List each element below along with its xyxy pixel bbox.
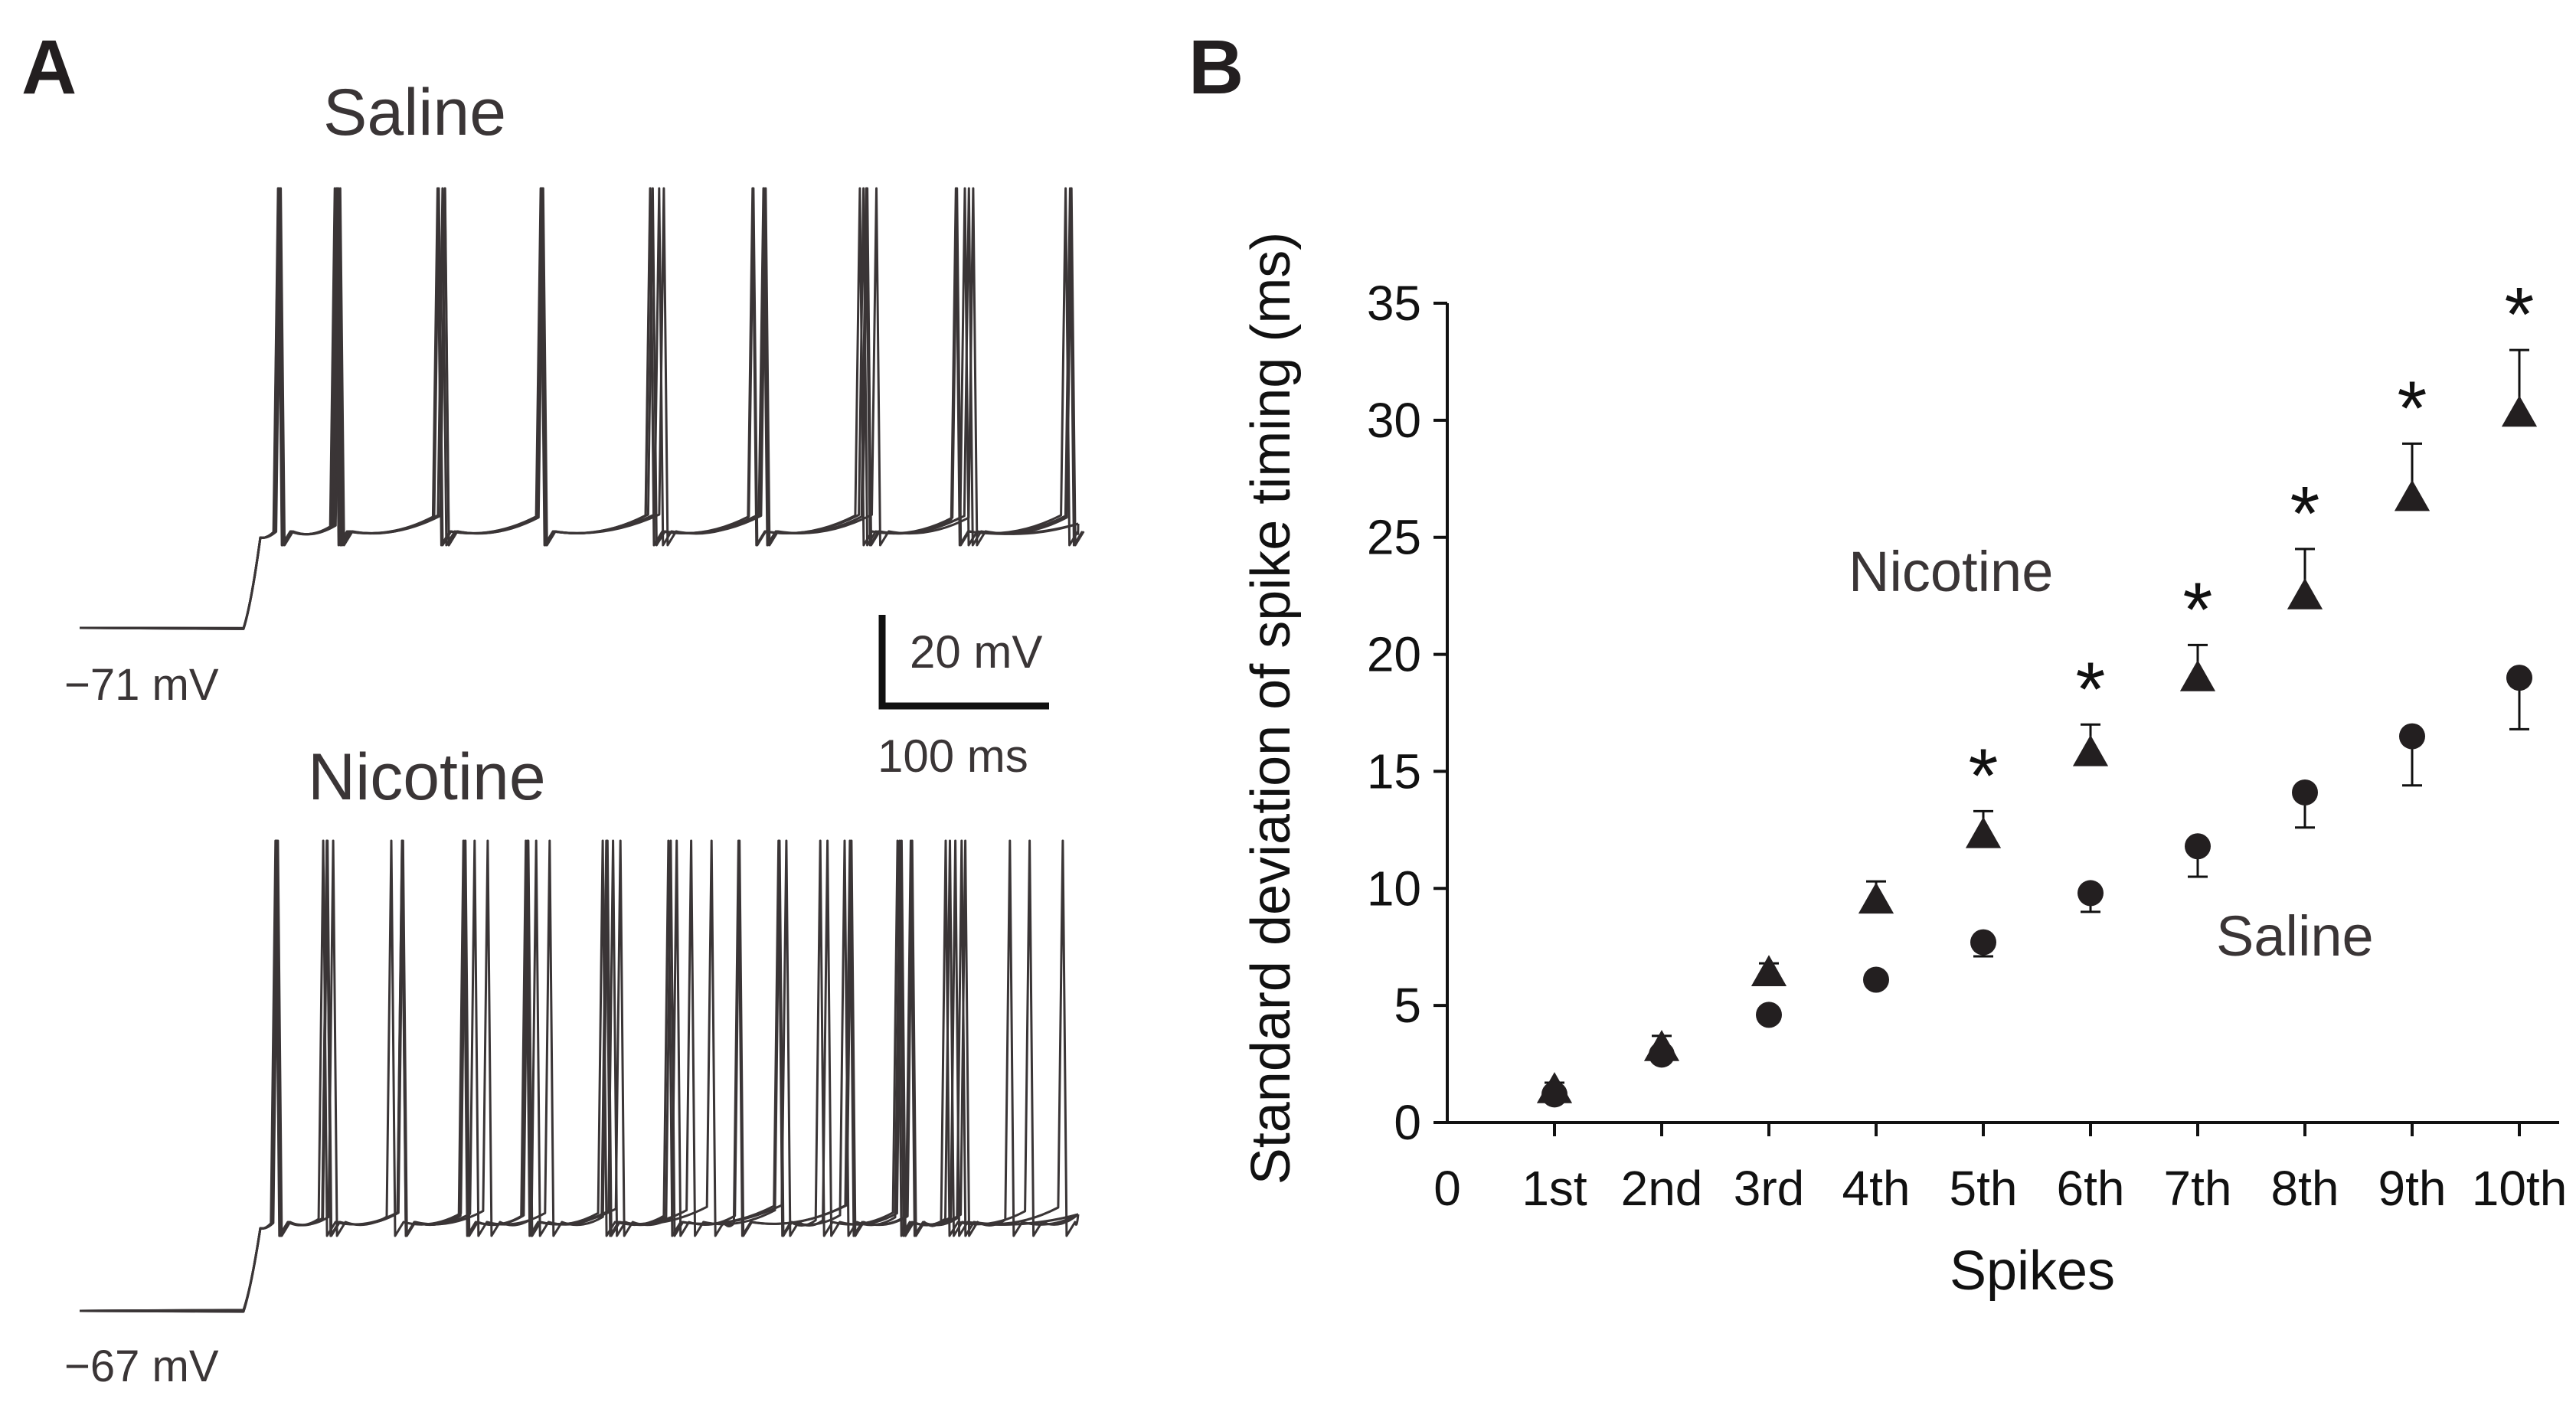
y-tick-label: 0	[1394, 1095, 1421, 1150]
saline-point	[1541, 1081, 1568, 1107]
nicotine-voltage-trace	[80, 841, 1078, 1311]
y-tick-label: 5	[1394, 978, 1421, 1033]
saline-voltage-trace	[80, 188, 1078, 629]
significance-stars: * * * * * *	[1969, 272, 2535, 819]
y-tick-label: 25	[1367, 510, 1421, 565]
figure: A Saline −71 mV 20 mV 100 ms Nicotine −6…	[0, 0, 2576, 1415]
y-axis-title: Standard deviation of spike timing (ms)	[1241, 232, 1302, 1185]
saline-point	[2506, 665, 2532, 691]
nicotine-point	[2180, 660, 2215, 691]
saline-point	[1863, 967, 1889, 993]
saline-voltage-trace	[80, 188, 1082, 628]
y-tick-label: 15	[1367, 743, 1421, 799]
saline-voltage-trace	[80, 188, 1078, 629]
x-axis-title: Spikes	[1950, 1240, 2115, 1302]
y-axis-ticks: 0 5 10 15 20 25 30 35	[1367, 276, 1447, 1150]
significance-star: *	[2076, 646, 2106, 732]
x-axis-origin-label: 0	[1433, 1161, 1461, 1216]
y-tick-label: 30	[1367, 393, 1421, 448]
saline-series	[1541, 665, 2532, 1107]
x-axis-ticks: 1st 2nd 3rd 4th 5th 6th 7th 8th 9th 10th	[1522, 1123, 2567, 1216]
nicotine-point	[2502, 396, 2537, 427]
significance-star: *	[1969, 733, 1999, 819]
scale-bar: 20 mV 100 ms	[878, 615, 1049, 782]
nicotine-point	[2287, 578, 2323, 609]
panel-b: B 0 5 10 15 20 25 30 35 1st 2nd 3rd 4th 5th 6th 7th 8t…	[1188, 25, 2567, 1302]
nicotine-voltage-trace	[80, 841, 1078, 1311]
nicotine-voltage-trace	[80, 841, 1078, 1312]
saline-resting-potential-label: −71 mV	[64, 660, 219, 710]
nicotine-resting-potential-label: −67 mV	[64, 1341, 219, 1391]
nicotine-trace-title: Nicotine	[308, 740, 546, 814]
saline-point	[1649, 1041, 1675, 1067]
x-tick-label: 6th	[2057, 1161, 2125, 1216]
panel-a: A Saline −71 mV 20 mV 100 ms Nicotine −6…	[21, 25, 1084, 1391]
x-tick-label: 9th	[2378, 1161, 2447, 1216]
significance-star: *	[2505, 272, 2535, 358]
saline-point	[2399, 724, 2425, 750]
saline-point	[2077, 880, 2104, 906]
nicotine-voltage-traces	[80, 841, 1078, 1312]
saline-voltage-trace	[80, 188, 1084, 629]
x-tick-label: 8th	[2271, 1161, 2339, 1216]
saline-point	[1756, 1002, 1782, 1028]
saline-trace-title: Saline	[323, 76, 506, 149]
significance-star: *	[2290, 471, 2320, 557]
series-layer	[1537, 350, 2537, 1107]
nicotine-point	[2073, 735, 2108, 766]
scale-bar-voltage-label: 20 mV	[910, 626, 1042, 678]
x-tick-label: 2nd	[1621, 1161, 1703, 1216]
saline-point	[2185, 833, 2211, 859]
nicotine-series	[1537, 350, 2537, 1103]
x-tick-label: 3rd	[1734, 1161, 1805, 1216]
saline-voltage-trace	[80, 188, 1078, 629]
y-tick-label: 20	[1367, 627, 1421, 682]
significance-star: *	[2183, 567, 2213, 652]
nicotine-point	[1751, 955, 1787, 986]
panel-b-letter: B	[1188, 25, 1244, 110]
x-tick-label: 5th	[1950, 1161, 2018, 1216]
x-tick-label: 4th	[1842, 1161, 1911, 1216]
nicotine-point	[2395, 480, 2430, 511]
nicotine-series-label: Nicotine	[1849, 540, 2053, 603]
saline-voltage-traces	[80, 188, 1084, 629]
nicotine-voltage-trace	[80, 841, 1078, 1312]
saline-series-label: Saline	[2216, 904, 2374, 968]
scale-bar-time-label: 100 ms	[878, 730, 1028, 782]
x-tick-label: 7th	[2164, 1161, 2232, 1216]
y-tick-label: 35	[1367, 276, 1421, 331]
nicotine-voltage-trace	[80, 841, 1078, 1311]
nicotine-point	[1858, 882, 1894, 913]
significance-star: *	[2398, 365, 2427, 451]
y-tick-label: 10	[1367, 861, 1421, 916]
saline-point	[2292, 779, 2318, 806]
nicotine-point	[1966, 817, 2001, 848]
saline-point	[1970, 930, 1996, 956]
panel-a-letter: A	[21, 25, 77, 110]
spike-timing-chart: 0 5 10 15 20 25 30 35 1st 2nd 3rd 4th 5th 6th 7th 8th 9…	[1241, 232, 2567, 1302]
x-tick-label: 10th	[2472, 1161, 2568, 1216]
x-tick-label: 1st	[1522, 1161, 1587, 1216]
